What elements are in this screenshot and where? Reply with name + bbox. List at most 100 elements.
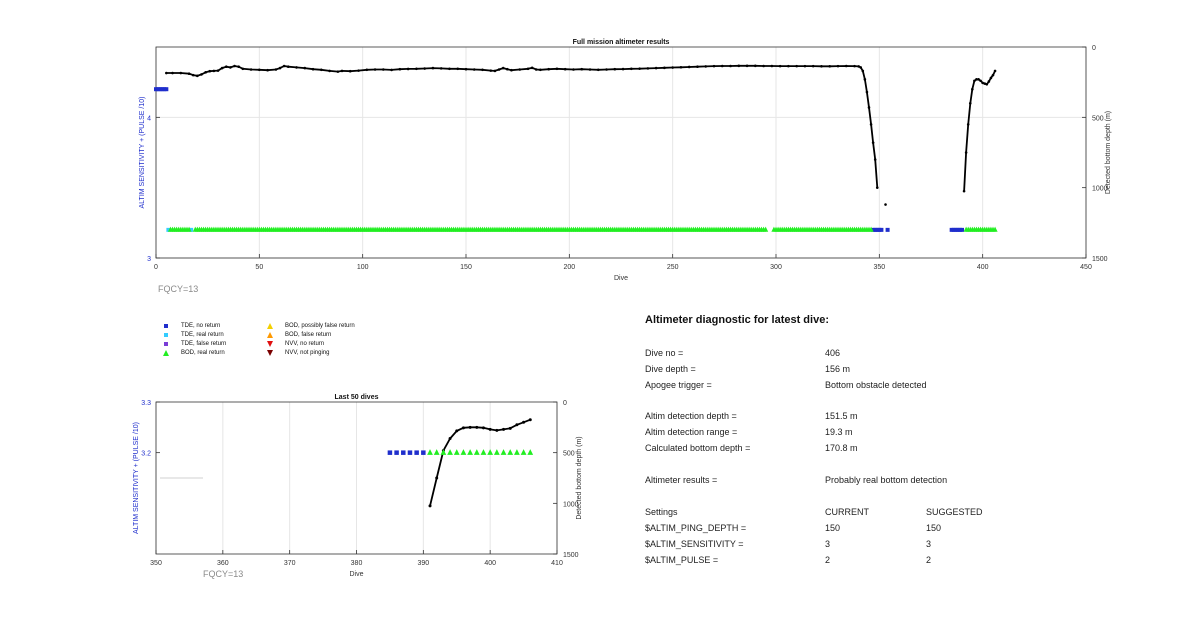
cyan-square-icon	[162, 331, 170, 339]
darkred-triangle-down-icon	[266, 349, 274, 357]
mission-chart-bottom-depth-point	[204, 71, 207, 74]
last50-chart-bottom-depth-point	[481, 426, 485, 430]
last50-chart-y-left-tick-label: 3.2	[141, 451, 151, 458]
mission-chart-bottom-depth-point	[216, 69, 220, 72]
last50-chart-bottom-depth-point	[528, 418, 532, 422]
mission-chart-y-right-tick-label: 0	[1092, 45, 1096, 52]
mission-chart-x-tick-label: 300	[770, 264, 782, 271]
mission-chart-bottom-depth-point	[679, 65, 683, 69]
last50-chart-bod-real-return-marker	[427, 449, 433, 455]
mission-chart-bottom-depth-point	[365, 68, 369, 72]
last50-chart-x-tick-label: 350	[150, 560, 162, 567]
blue-square-icon	[162, 322, 170, 330]
mission-chart-tde-no-return-marker	[953, 227, 958, 232]
mission-chart-tde-no-return-marker	[955, 227, 960, 232]
last50-chart-tde-no-return-marker	[401, 450, 406, 455]
mission-chart-bottom-depth-point	[985, 82, 989, 86]
last50-chart-tde-no-return-marker	[394, 450, 399, 455]
mission-chart-bottom-depth-point	[233, 64, 236, 68]
last50-chart-x-tick-label: 390	[417, 560, 429, 567]
last50-chart-y-right-axis-label: Detected bottom depth (m)	[576, 436, 583, 519]
mission-chart-bottom-depth-point	[497, 68, 501, 71]
row-calculated-depth: Calculated bottom depth = 170.8 m	[645, 443, 858, 453]
mission-chart-tde-no-return-marker	[875, 227, 880, 232]
last50-chart-x-axis-label: Dive	[349, 571, 363, 578]
mission-chart-bottom-depth-point	[857, 65, 860, 68]
mission-chart-bottom-depth-point	[803, 64, 807, 68]
mission-chart-bottom-depth-point	[981, 81, 984, 85]
last50-chart-x-tick-label: 400	[484, 560, 496, 567]
mission-chart-bottom-depth-point	[991, 73, 995, 77]
mission-chart-bottom-depth-point	[859, 66, 863, 69]
mission-chart-bottom-depth-point	[621, 67, 625, 71]
row-ping-depth: $ALTIM_PING_DEPTH = 150 150	[645, 523, 942, 533]
mission-chart-bottom-depth-point	[795, 64, 798, 68]
mission-chart-bottom-depth-point	[165, 71, 168, 75]
mission-chart-x-tick-label: 0	[154, 264, 158, 271]
last50-chart-plot-frame	[155, 401, 558, 555]
bottom-chart-footnote: FQCY=13	[203, 569, 244, 579]
mission-chart-bottom-depth-point	[249, 68, 253, 71]
last50-chart-bod-real-return-marker	[453, 449, 460, 455]
diagnostic-title: Altimeter diagnostic for latest dive:	[645, 314, 829, 326]
mission-chart-y-right-axis-label: Detected bottom depth (m)	[1105, 111, 1112, 194]
mission-chart-bottom-depth-point	[979, 79, 982, 83]
mission-chart-bottom-depth-point	[357, 69, 360, 72]
mission-chart-bottom-depth-point	[196, 74, 199, 78]
mission-chart-bottom-depth-point	[171, 71, 174, 75]
mission-chart-y-left-axis-label: ALTIM SENSITIVITY + (PULSE /10)	[139, 97, 146, 209]
mission-chart-bottom-depth-point	[671, 66, 674, 69]
mission-chart-y-left-tick-label: 4	[147, 115, 151, 122]
row-detection-range: Altim detection range = 19.3 m	[645, 427, 853, 437]
mission-chart-bottom-depth-point	[340, 69, 344, 73]
last50-chart-title: Last 50 dives	[335, 394, 379, 401]
mission-chart-tde-no-return-marker	[164, 87, 169, 92]
mission-chart-tde-real-return-marker	[166, 227, 171, 232]
mission-chart-bottom-depth-point	[865, 90, 869, 94]
mission-chart-bottom-depth-point	[295, 66, 298, 69]
mission-chart-bottom-depth-point	[237, 65, 240, 68]
mission-chart-bottom-depth-point	[968, 101, 972, 105]
last50-chart-bottom-depth-point	[488, 427, 492, 431]
mission-chart-bottom-depth-point	[406, 67, 410, 71]
last50-chart-bottom-depth-point	[515, 423, 519, 427]
mission-chart-bottom-depth-point	[530, 66, 534, 70]
mission-chart-bottom-depth-point	[506, 67, 509, 71]
mission-chart-bottom-depth-point	[712, 64, 716, 68]
last50-chart-bottom-depth-point	[468, 425, 472, 429]
mission-chart-plot-frame	[155, 46, 1087, 259]
mission-chart-tde-no-return-marker	[957, 227, 962, 232]
last50-chart-bottom-depth-point	[502, 427, 506, 431]
mission-chart-bottom-depth-point	[282, 64, 286, 68]
mission-chart-tde-no-return-marker	[885, 227, 890, 232]
last50-chart-bod-real-return-marker	[487, 449, 494, 455]
last50-chart-y-right-tick-label: 500	[563, 451, 575, 458]
mission-chart-bottom-depth-point	[663, 66, 666, 70]
mission-chart-bottom-depth-point	[179, 71, 183, 75]
mission-chart-bottom-depth-point	[398, 67, 402, 71]
mission-chart-bottom-depth-point	[861, 69, 865, 73]
last50-chart-bod-real-return-marker	[520, 449, 527, 455]
last50-chart-bottom-depth-line	[429, 418, 531, 507]
mission-chart-tde-no-return-marker	[960, 227, 964, 232]
mission-chart-x-tick-label: 100	[357, 264, 369, 271]
mission-chart-tde-no-return-marker	[877, 227, 882, 232]
row-settings-header: Settings CURRENT SUGGESTED	[645, 507, 983, 517]
mission-chart-bottom-depth-point	[580, 67, 584, 71]
last50-chart-bod-real-return-marker	[527, 449, 534, 455]
mission-chart-bottom-depth-point	[871, 141, 875, 144]
mission-chart-bottom-depth-point	[687, 65, 691, 69]
last50-chart-y-right-tick-label: 1000	[563, 501, 579, 508]
last50-chart-bottom-depth-point	[508, 426, 512, 430]
last50-chart-bottom-depth-point	[495, 428, 499, 432]
last50-chart-y-right-tick-label: 1500	[563, 552, 579, 559]
mission-chart-y-right-tick-label: 1500	[1092, 256, 1108, 263]
mission-chart-bottom-depth-point	[220, 66, 224, 70]
mission-chart-bottom-depth-point	[971, 87, 974, 91]
last50-chart-x-tick-label: 360	[217, 560, 229, 567]
mission-chart-bottom-depth-point	[448, 67, 451, 71]
mission-chart-bod-real-return-marker	[868, 226, 874, 232]
last50-chart-bottom-depth-point	[428, 504, 432, 508]
mission-chart-bod-real-return-marker	[763, 226, 769, 232]
